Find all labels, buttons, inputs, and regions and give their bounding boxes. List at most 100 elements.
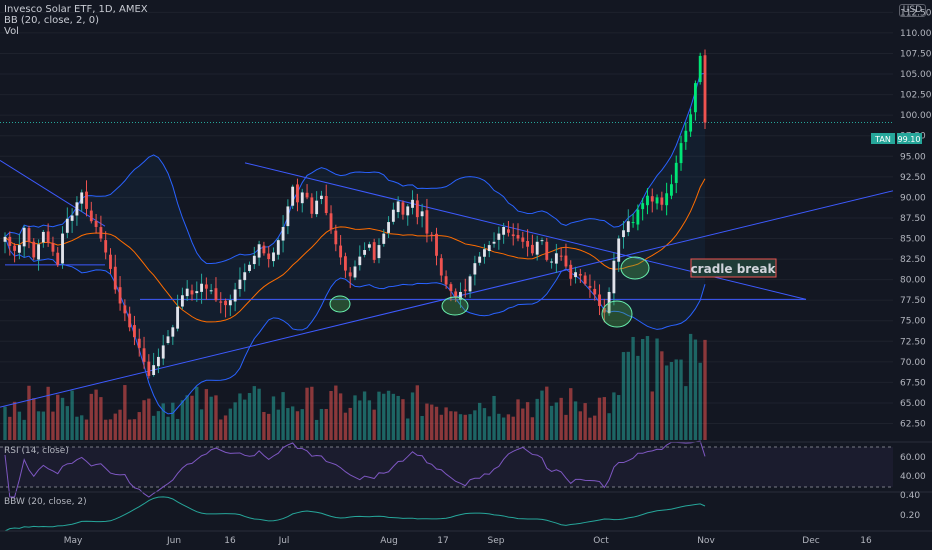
candle-body (473, 263, 477, 275)
candle-body (248, 264, 251, 271)
candle-body (703, 55, 707, 123)
bb-lower (4, 236, 706, 415)
volume-bar (501, 417, 506, 440)
volume-bar (132, 419, 137, 440)
volume-bar (104, 419, 108, 440)
candle-body (22, 227, 26, 247)
candle-body (176, 306, 180, 329)
candle-body (459, 291, 462, 300)
candle-body (32, 241, 36, 258)
highlight-circles (329, 256, 650, 328)
y-tick-label: 80.00 (900, 276, 926, 286)
volume-bar (36, 411, 41, 440)
volume-bar (458, 414, 463, 440)
candle-body (171, 327, 175, 337)
candle-body (37, 244, 40, 260)
candle-body (483, 249, 486, 257)
volume-bar (41, 411, 46, 440)
x-tick-label: Sep (488, 536, 505, 546)
volume-bar (305, 387, 309, 440)
candle-body (310, 197, 314, 214)
candle-body (650, 196, 654, 202)
candle-body (324, 195, 328, 214)
candle-body (348, 272, 352, 277)
volume-bar (612, 392, 616, 440)
candle-body (281, 226, 285, 241)
candle-body (521, 237, 525, 242)
volume-bar (358, 400, 362, 440)
volume-bar (449, 411, 453, 440)
bb-fill (5, 73, 705, 414)
candle-body (526, 241, 530, 247)
y-tick-label: 62.50 (900, 420, 926, 430)
rsi-pane (0, 440, 893, 498)
bb-upper (4, 72, 706, 264)
volume-bar (127, 419, 132, 440)
y-tick-label: 105.00 (900, 70, 932, 80)
volume-bar (382, 393, 386, 440)
volume-bar (118, 409, 122, 440)
volume-bar (123, 385, 127, 440)
candle-body (238, 279, 242, 289)
candle-body (564, 255, 568, 267)
candle-body (85, 191, 88, 209)
volume-bar (156, 411, 161, 440)
highlight-circle (601, 300, 633, 328)
candle-body (454, 291, 458, 298)
candle-body (214, 288, 218, 301)
candle-body (636, 209, 640, 225)
candle-body (674, 162, 678, 183)
volume-bar (84, 419, 89, 440)
currency-badge[interactable]: USD (898, 4, 926, 17)
volume-bar (401, 399, 405, 440)
volume-bar (89, 393, 93, 440)
volume-bar (348, 407, 352, 440)
candle-body (61, 233, 64, 264)
volume-bar (559, 397, 563, 440)
candle-body (554, 253, 558, 264)
candle-body (128, 313, 132, 328)
volume-bar (3, 406, 7, 440)
volume-bar (209, 396, 213, 440)
candle-body (444, 276, 448, 285)
volume-bar (367, 400, 372, 440)
candle-body (588, 285, 592, 288)
x-tick-label: Aug (380, 536, 398, 546)
volume-bar (693, 339, 698, 440)
volume-bar (113, 413, 117, 440)
volume-bar (219, 419, 223, 440)
volume-bar (434, 406, 439, 440)
candle-body (463, 289, 467, 292)
x-tick-label: May (64, 536, 83, 546)
volume-bar (51, 411, 55, 440)
volume-bar (545, 386, 549, 440)
volume-bar (238, 393, 242, 440)
candle-body (420, 211, 424, 217)
volume-bar (56, 394, 60, 440)
highlight-circle (441, 296, 469, 316)
candle-body (252, 255, 256, 265)
candle-body (415, 200, 419, 218)
price-tag-symbol: TAN (874, 135, 891, 144)
volume-bar (415, 385, 420, 440)
highlight-circle (329, 295, 351, 313)
volume-bar (243, 399, 247, 440)
volume-bar (688, 333, 693, 440)
volume-bar (621, 352, 626, 440)
y-tick-label: 100.00 (900, 111, 932, 121)
candle-body (689, 114, 693, 132)
volume-bar (271, 396, 276, 440)
volume-bar (27, 385, 31, 440)
candle-body (70, 215, 74, 221)
candle-body (363, 250, 367, 255)
volume-bar (396, 395, 400, 440)
volume-bar (214, 395, 218, 440)
candlesticks[interactable] (3, 49, 707, 379)
volume-bar (295, 411, 300, 440)
volume-bar (650, 391, 654, 440)
volume-bar (684, 386, 688, 440)
volume-bar (75, 416, 79, 440)
cradle-break-annotation[interactable]: cradle break (690, 258, 777, 278)
volume-bar (439, 414, 443, 440)
